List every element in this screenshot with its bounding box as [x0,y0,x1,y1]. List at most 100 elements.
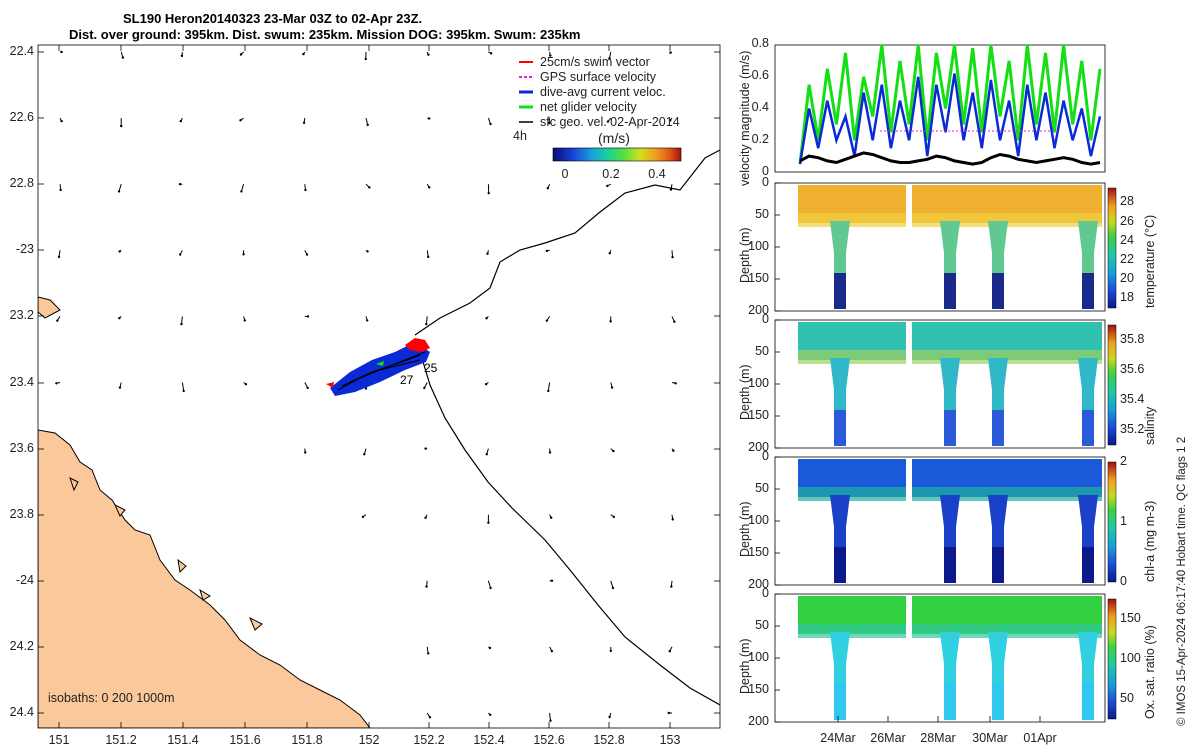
section-ytick-label: 0 [762,312,769,326]
colorbar-tick-0: 0 [561,167,569,181]
legend-label-net: net glider velocity [540,100,637,114]
section-ytick-label: 200 [748,303,769,317]
cbar-tick-label: 26 [1120,213,1134,228]
current-arrows [55,50,677,722]
current-arrow [610,580,614,589]
map-xtick-label: 152.8 [593,733,625,747]
map-tick-marks [38,45,720,728]
cbar-tick-label: 28 [1120,194,1134,209]
current-arrow [181,316,183,325]
section-ytick-label: 150 [748,545,769,559]
map-ytick-label: -24 [15,573,34,587]
legend-label-dive: dive-avg current veloc. [540,85,666,99]
track-annotation-25: 25 [424,361,438,375]
coastline-land [38,429,371,728]
velocity-series-net [798,44,1102,165]
velocity-ytick-label: 0.2 [751,132,769,146]
section-ytick-label: 50 [755,481,769,495]
velocity-ytick-label: 0.4 [751,100,769,114]
time-tick-label: 01Apr [1023,731,1057,745]
track-annotation-27: 27 [400,373,414,387]
colorbar-tick-2: 0.4 [648,167,666,181]
section-ytick-label: 0 [762,449,769,463]
cbar-label: temperature (°C) [1143,214,1157,308]
legend-swatches [519,61,533,123]
section-ytick-label: 200 [748,714,769,728]
section-ytick-label: 100 [748,376,769,390]
colorbar-tick-1: 0.2 [602,167,620,181]
map-xtick-label: 152.2 [413,733,445,747]
current-arrow [547,382,551,391]
current-arrow [425,316,428,325]
section-ytick-label: 50 [755,207,769,221]
map-xtick-label: 152.6 [533,733,565,747]
isobath-line [414,149,720,706]
cbar-tick-label: 35.8 [1120,332,1145,346]
velocity-series-dive [798,73,1102,165]
glider-track [326,338,430,396]
map-xtick-label: 152.4 [473,733,505,747]
section-ylabel: Depth (m) [738,364,752,420]
cbar-label: salinity [1143,406,1157,445]
title-line-2: Dist. over ground: 395km. Dist. swum: 23… [69,27,581,42]
time-tick-label: 26Mar [870,731,906,745]
cbar-tick-label: 22 [1120,252,1134,266]
map-xtick-label: 151.4 [167,733,199,747]
section-panel-temperature [774,182,1117,312]
time-label: 4h [513,129,527,143]
cbar-tick-label: 35.6 [1120,362,1145,376]
time-tick-label: 30Mar [972,731,1008,745]
current-arrow [487,580,492,589]
map-ytick-label: 22.4 [9,44,34,58]
section-ytick-label: 150 [748,682,769,696]
map-xtick-label: 151.6 [229,733,261,747]
section-ytick-label: 200 [748,440,769,454]
cbar-tick-label: 0 [1120,574,1127,588]
section-ylabel: Depth (m) [738,501,752,557]
map-xtick-label: 151.2 [105,733,137,747]
section-ytick-label: 50 [755,344,769,358]
cbar-tick-label: 2 [1120,454,1127,468]
section-ytick-label: 100 [748,513,769,527]
section-ytick-label: 100 [748,239,769,253]
map-xtick-label: 151 [48,733,70,747]
section-ytick-label: 50 [755,618,769,632]
current-arrow [118,184,122,192]
velocity-panel [774,44,1106,173]
coastline-islands [38,296,263,631]
velocity-ytick-label: 0.8 [751,36,769,50]
map-ytick-label: 22.8 [9,176,34,190]
map-ytick-label: 23.2 [9,308,34,322]
velocity-ytick-label: 0.6 [751,68,769,82]
legend-label-swim: 25cm/s swim vector [540,55,650,69]
section-panel-oxygen [774,593,1117,723]
map-xtick-label: 153 [659,733,681,747]
cbar-tick-label: 24 [1120,232,1134,247]
cbar-label: chl-a (mg m-3) [1143,500,1157,582]
section-ytick-label: 100 [748,650,769,664]
legend-label-sfc: sfc geo. vel. 02-Apr-2014 [540,115,680,129]
section-ytick-label: 0 [762,175,769,189]
map-ytick-label: 22.6 [9,110,34,124]
cbar-tick-label: 18 [1120,290,1134,305]
isobaths-label: isobaths: 0 200 1000m [48,691,175,705]
cbar-tick-label: 150 [1120,611,1141,625]
section-ytick-label: 200 [748,577,769,591]
map-ytick-label: 23.8 [9,507,34,521]
map-ytick-label: 23.4 [9,375,34,389]
cbar-tick-label: 35.2 [1120,422,1145,436]
velocity-series-sfc [799,151,1101,166]
legend-label-gps: GPS surface velocity [540,70,657,84]
section-colorbar [1107,461,1117,583]
section-ytick-label: 150 [748,408,769,422]
copyright-text: © IMOS 15-Apr-2024 06:17:40 Hobart time.… [1176,436,1188,726]
cbar-tick-label: 35.4 [1120,392,1145,406]
current-arrow [549,712,551,721]
section-ytick-label: 150 [748,271,769,285]
cbar-tick-label: 100 [1120,651,1141,665]
current-arrow [240,184,245,192]
section-ylabel: Depth (m) [738,638,752,694]
velocity-ylabel: velocity magnitude (m/s) [738,50,752,186]
map-ytick-label: 24.2 [9,639,34,653]
